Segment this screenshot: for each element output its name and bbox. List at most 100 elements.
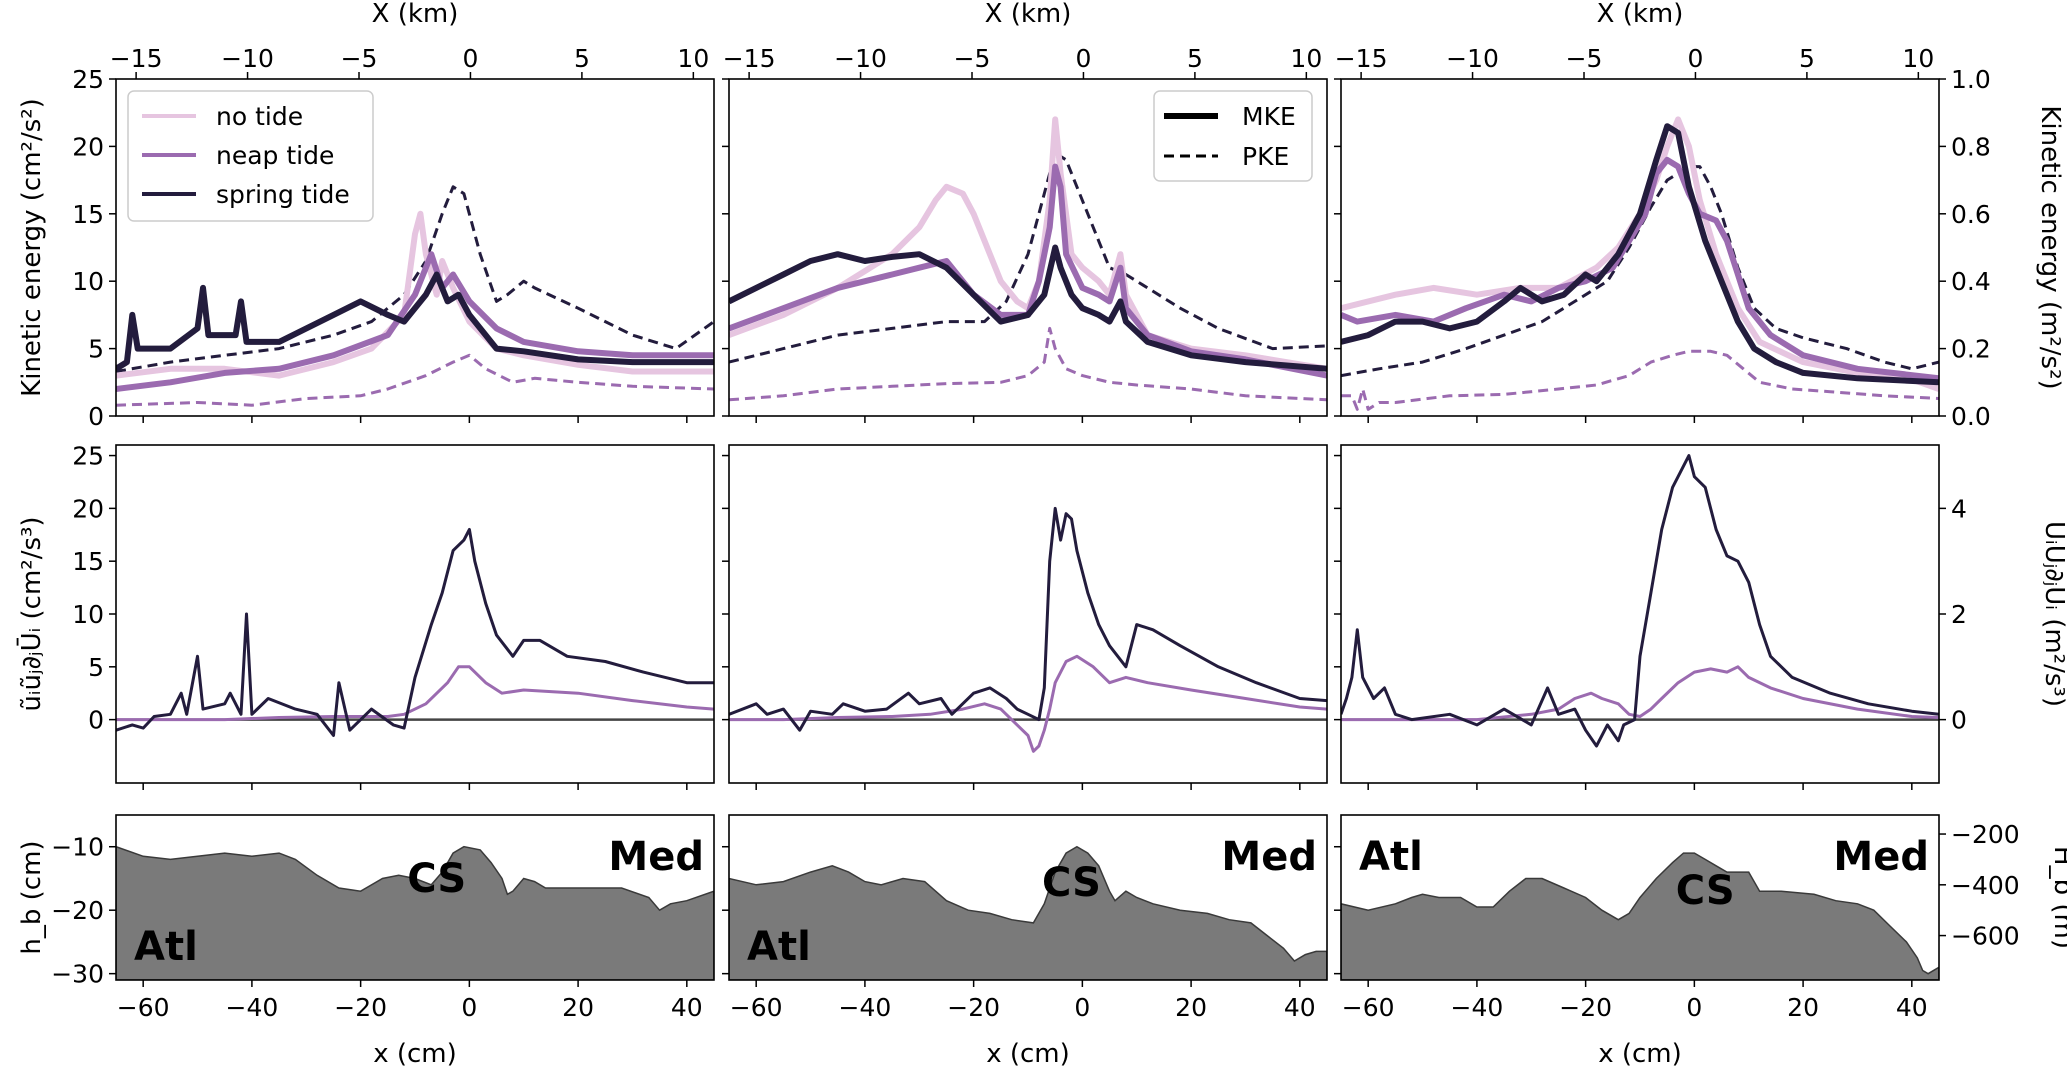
axes-frame <box>728 444 1328 784</box>
right-y-tick-label: 4 <box>1951 494 1967 523</box>
legend-frame <box>127 90 374 222</box>
x-tick-label: 20 <box>562 993 594 1022</box>
x-tick-label: −60 <box>117 993 170 1022</box>
label-cs: CS <box>1676 868 1735 914</box>
axes-frame <box>115 814 715 981</box>
axes-frame <box>1340 814 1940 981</box>
top-x-tick-label: 5 <box>1187 44 1203 73</box>
mke-spring-tide-line <box>729 244 1327 372</box>
pke-spring-tide-line <box>1341 165 1939 378</box>
top-x-tick-label: 5 <box>574 44 590 73</box>
mke-no-tide-line <box>116 210 714 379</box>
x-tick-label: −40 <box>226 993 279 1022</box>
label-cs: CS <box>407 856 466 902</box>
right-y-tick-label: 2 <box>1951 600 1967 629</box>
label-med: Med <box>608 834 704 880</box>
mke-neap-tide-line <box>116 251 714 392</box>
top-axis-label: X (km) <box>985 0 1072 29</box>
x-axis-label: x (cm) <box>986 1039 1070 1068</box>
top-x-tick-label: 10 <box>677 44 709 73</box>
x-tick-label: 20 <box>1175 993 1207 1022</box>
production-neap-tide-line <box>1341 665 1939 722</box>
top-x-tick-label: −5 <box>954 44 991 73</box>
top-x-tick-label: −15 <box>110 44 163 73</box>
top-x-tick-label: 0 <box>1075 44 1091 73</box>
mke-spring-tide-line <box>116 271 714 372</box>
y-tick-label: 25 <box>72 65 104 94</box>
x-tick-label: 0 <box>461 993 477 1022</box>
legend-label: neap tide <box>216 141 334 170</box>
production-spring-tide-line <box>1341 454 1939 748</box>
x-axis-label: x (cm) <box>373 1039 457 1068</box>
x-tick-label: 40 <box>671 993 703 1022</box>
label-atl: Atl <box>134 924 198 970</box>
x-tick-label: 40 <box>1284 993 1316 1022</box>
mke-neap-tide-line <box>729 163 1327 379</box>
axes-frame <box>1340 78 1940 417</box>
right-y-axis-label: H_b (m) <box>2048 846 2067 949</box>
legend-label: MKE <box>1242 102 1296 131</box>
top-x-tick-label: 5 <box>1799 44 1815 73</box>
legend-label: spring tide <box>216 180 350 209</box>
production-spring-tide-line <box>116 528 714 737</box>
right-y-tick-label: 0.0 <box>1951 402 1991 431</box>
top-x-tick-label: −15 <box>723 44 776 73</box>
y-axis-label: h_b (cm) <box>17 840 47 954</box>
right-y-tick-label: 0.8 <box>1951 132 1991 161</box>
y-tick-label: 5 <box>88 653 104 682</box>
x-tick-label: 0 <box>1686 993 1702 1022</box>
top-x-tick-label: 10 <box>1902 44 1934 73</box>
top-x-tick-label: −10 <box>221 44 274 73</box>
y-tick-label: 25 <box>72 442 104 471</box>
legend-label: no tide <box>216 102 303 131</box>
right-y-axis-label: ŨᵢŨⱼ∂ⱼŪᵢ (m²/s³) <box>2039 521 2067 707</box>
y-axis-label: Kinetic energy (cm²/s²) <box>17 98 47 397</box>
right-y-tick-label: −400 <box>1951 871 2020 900</box>
right-y-tick-label: −200 <box>1951 820 2020 849</box>
right-y-axis-label: Kinetic energy (m²/s²) <box>2035 105 2065 389</box>
top-x-tick-label: −5 <box>341 44 378 73</box>
x-tick-label: −60 <box>730 993 783 1022</box>
top-x-tick-label: −10 <box>834 44 887 73</box>
y-tick-label: 20 <box>72 494 104 523</box>
legend-energy: MKE PKE <box>1153 90 1313 182</box>
label-med: Med <box>1221 834 1317 880</box>
y-tick-label: −30 <box>51 960 104 989</box>
axes-frame <box>115 78 715 417</box>
x-tick-label: 20 <box>1787 993 1819 1022</box>
x-tick-label: −40 <box>839 993 892 1022</box>
right-y-tick-label: 0.2 <box>1951 335 1991 364</box>
y-tick-label: 10 <box>72 267 104 296</box>
y-tick-label: −10 <box>51 833 104 862</box>
right-y-tick-label: −600 <box>1951 922 2020 951</box>
x-tick-label: −20 <box>1559 993 1612 1022</box>
right-y-tick-label: 0.4 <box>1951 267 1991 296</box>
x-tick-label: −20 <box>947 993 1000 1022</box>
production-neap-tide-line <box>116 665 714 722</box>
label-cs: CS <box>1042 860 1101 906</box>
bathymetry-area <box>729 845 1327 980</box>
x-tick-label: −40 <box>1451 993 1504 1022</box>
top-x-tick-label: 10 <box>1290 44 1322 73</box>
mke-spring-tide-line <box>1341 123 1939 386</box>
mke-no-tide-line <box>1341 116 1939 392</box>
y-axis-label: ũᵢũⱼ∂ⱼŪᵢ (cm²/s³) <box>16 516 47 711</box>
top-axis-label: X (km) <box>1597 0 1684 29</box>
production-neap-tide-line <box>729 654 1327 753</box>
x-axis-label: x (cm) <box>1598 1039 1682 1068</box>
bathymetry-area <box>1341 852 1939 980</box>
top-axis-label: X (km) <box>372 0 459 29</box>
x-tick-label: 0 <box>1074 993 1090 1022</box>
label-atl: Atl <box>1359 834 1423 880</box>
y-tick-label: 20 <box>72 132 104 161</box>
top-x-tick-label: −10 <box>1446 44 1499 73</box>
pke-neap-tide-line <box>729 326 1327 402</box>
right-y-tick-label: 0 <box>1951 706 1967 735</box>
axes-frame <box>1340 444 1940 784</box>
top-x-tick-label: −5 <box>1566 44 1603 73</box>
y-tick-label: 5 <box>88 335 104 364</box>
label-atl: Atl <box>747 924 811 970</box>
axes-frame <box>728 78 1328 417</box>
pke-neap-tide-line <box>116 353 714 407</box>
x-tick-label: 40 <box>1896 993 1928 1022</box>
